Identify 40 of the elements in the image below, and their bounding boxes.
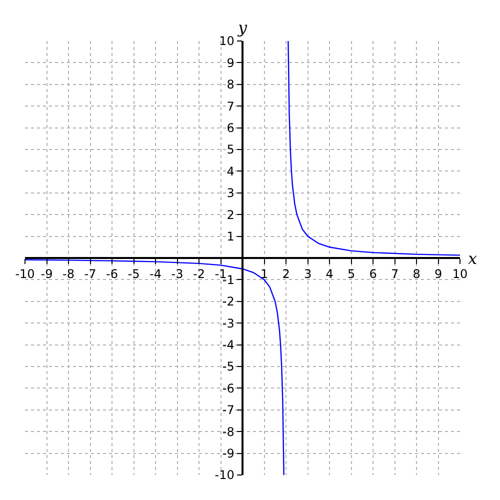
x-tick-label: -9 bbox=[40, 267, 53, 282]
y-tick-label: -2 bbox=[222, 294, 234, 309]
y-tick-label: 9 bbox=[226, 56, 234, 70]
x-tick-label: -10 bbox=[15, 267, 35, 282]
x-tick-label: -8 bbox=[62, 267, 74, 282]
x-tick-label: -3 bbox=[171, 267, 184, 282]
x-axis-title: x bbox=[468, 249, 478, 268]
y-tick-label: -3 bbox=[222, 316, 234, 330]
x-tick-label: 9 bbox=[434, 267, 442, 282]
y-tick-label: -8 bbox=[222, 424, 234, 439]
y-tick-label: -10 bbox=[214, 468, 234, 482]
x-tick-label: 10 bbox=[452, 267, 468, 282]
y-tick-label: 5 bbox=[226, 142, 234, 157]
x-tick-label: 6 bbox=[369, 267, 377, 282]
y-tick-label: 4 bbox=[226, 164, 234, 178]
x-tick-label: -7 bbox=[84, 267, 96, 282]
x-tick-label: 1 bbox=[260, 267, 268, 282]
x-tick-label: -5 bbox=[128, 267, 140, 282]
x-tick-label: -2 bbox=[193, 267, 205, 282]
x-tick-label: 3 bbox=[304, 267, 312, 282]
y-tick-label: -4 bbox=[222, 338, 234, 352]
y-tick-label: 7 bbox=[226, 99, 234, 114]
x-tick-label: 5 bbox=[347, 267, 356, 282]
y-tick-label: 3 bbox=[226, 186, 234, 200]
x-tick-label: 8 bbox=[412, 267, 420, 282]
y-tick-label: -9 bbox=[222, 446, 234, 460]
y-tick-label: -6 bbox=[222, 381, 234, 396]
y-tick-label: -7 bbox=[222, 403, 234, 418]
y-tick-label: 2 bbox=[226, 208, 234, 222]
y-axis-title: y bbox=[237, 18, 248, 37]
x-tick-label: 2 bbox=[282, 267, 290, 282]
x-tick-label: -6 bbox=[106, 267, 118, 282]
y-tick-label: 1 bbox=[226, 230, 234, 244]
y-tick-label: -5 bbox=[222, 360, 234, 374]
x-tick-label: 7 bbox=[390, 267, 399, 282]
x-tick-label: 4 bbox=[326, 267, 334, 282]
x-tick-label: -4 bbox=[150, 267, 162, 282]
y-tick-label: 10 bbox=[219, 34, 234, 48]
y-tick-label: 6 bbox=[226, 121, 234, 135]
y-tick-label: 8 bbox=[226, 78, 234, 92]
